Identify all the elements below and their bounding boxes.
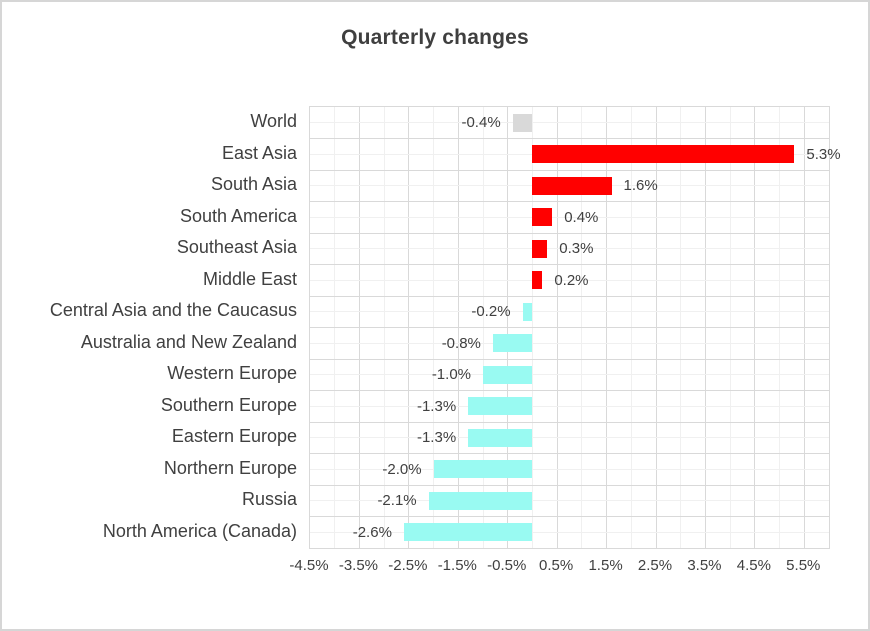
category-label: South America <box>179 205 297 226</box>
value-label: -2.0% <box>382 460 422 478</box>
chart-bar <box>428 491 533 510</box>
value-label: 5.3% <box>806 145 841 163</box>
horizontal-gridline-minor <box>310 468 829 470</box>
chart-bar <box>512 113 533 132</box>
x-tick-label: -3.5% <box>338 557 379 574</box>
category-label: Southeast Asia <box>176 237 297 258</box>
chart-bar <box>532 176 612 195</box>
chart-bar <box>483 365 533 384</box>
horizontal-gridline <box>310 327 829 328</box>
x-tick-label: 1.5% <box>588 557 623 574</box>
chart-bar <box>532 208 553 227</box>
value-label: -2.1% <box>377 492 417 510</box>
value-label: -1.3% <box>416 397 457 415</box>
horizontal-gridline-minor <box>310 500 829 502</box>
horizontal-gridline <box>310 295 829 297</box>
x-tick-label: 0.5% <box>539 557 574 574</box>
category-label: Australia and New Zealand <box>80 331 297 352</box>
plot-area: -0.4% 5.3% 1.6% 0.4% 0.3% 0.2% -0.2% -0.8% -1.0%… <box>309 106 841 549</box>
horizontal-gridline-minor <box>310 342 829 344</box>
value-label: -0.4% <box>461 114 501 132</box>
horizontal-gridline-minor <box>310 374 829 376</box>
chart-bar <box>532 145 795 164</box>
category-label: North America (Canada) <box>102 520 297 541</box>
value-label: -1.3% <box>416 429 457 447</box>
x-tick-label: -0.5% <box>487 557 527 574</box>
horizontal-gridline-minor <box>310 248 829 250</box>
horizontal-gridline <box>310 232 829 234</box>
horizontal-gridline-minor <box>310 531 829 533</box>
x-tick-label: 4.5% <box>736 557 771 574</box>
horizontal-gridline-minor <box>310 311 829 313</box>
horizontal-gridline <box>310 453 829 454</box>
x-tick-label: 2.5% <box>637 557 673 574</box>
category-label: Central Asia and the Caucasus <box>49 300 297 321</box>
chart-bar <box>492 334 533 353</box>
category-label: Northern Europe <box>163 457 297 478</box>
x-tick-label: -4.5% <box>289 557 329 574</box>
category-label: South Asia <box>210 174 297 195</box>
chart-bar <box>433 460 533 479</box>
value-label: -0.2% <box>471 303 511 321</box>
horizontal-gridline-minor <box>310 405 829 407</box>
category-axis: World East Asia South Asia South America Sou… <box>2 106 309 549</box>
horizontal-gridline <box>310 169 829 171</box>
chart-bar <box>532 239 548 258</box>
chart-bar <box>468 397 533 416</box>
category-label: East Asia <box>221 142 297 163</box>
chart-bar <box>522 302 533 321</box>
horizontal-gridline <box>310 421 829 423</box>
horizontal-gridline <box>310 390 829 391</box>
chart-title: Quarterly changes <box>341 26 529 49</box>
horizontal-gridline-minor <box>310 437 829 439</box>
category-label: Western Europe <box>167 363 297 384</box>
horizontal-gridline <box>310 358 829 360</box>
x-tick-label: -1.5% <box>437 557 477 574</box>
chart-bar <box>468 428 533 447</box>
chart-bar <box>532 271 543 290</box>
horizontal-gridline-minor <box>310 122 829 124</box>
category-label: Russia <box>241 489 297 510</box>
horizontal-gridline <box>310 516 829 517</box>
category-label: Southern Europe <box>160 394 297 415</box>
horizontal-gridline <box>310 138 829 139</box>
horizontal-gridline-minor <box>310 279 829 281</box>
x-tick-label: 5.5% <box>786 557 821 574</box>
horizontal-gridline <box>310 264 829 265</box>
horizontal-gridline <box>310 201 829 202</box>
category-label: Middle East <box>202 268 297 289</box>
value-label: 0.2% <box>554 271 589 289</box>
value-label: -2.6% <box>352 523 392 541</box>
x-tick-label: -2.5% <box>388 557 428 574</box>
category-label: Eastern Europe <box>171 426 297 447</box>
category-label: World <box>250 111 297 132</box>
chart-bar <box>403 523 533 542</box>
value-label: 0.3% <box>559 240 594 258</box>
value-label: -0.8% <box>441 334 481 352</box>
x-axis: -4.5% -3.5% -2.5% -1.5% -0.5% 0.5% 1.5% 2.5% 3.5… <box>289 557 830 581</box>
value-label: 0.4% <box>564 208 599 226</box>
horizontal-gridline <box>310 484 829 486</box>
horizontal-gridline-minor <box>310 216 829 218</box>
value-label: -1.0% <box>431 366 471 384</box>
x-tick-label: 3.5% <box>687 557 722 574</box>
value-label: 1.6% <box>623 177 658 195</box>
